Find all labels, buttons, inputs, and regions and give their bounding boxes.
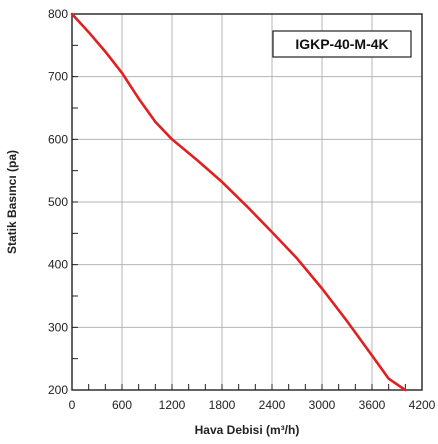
y-tick-label: 800 — [48, 7, 68, 21]
x-axis-title: Hava Debisi (m³/h) — [195, 423, 300, 437]
plot-frame — [71, 13, 423, 391]
x-tick-label: 3000 — [309, 398, 336, 412]
x-tick-labels: 0 600 1200 1800 2400 3000 3600 4200 — [69, 398, 436, 412]
x-tick-label: 1200 — [159, 398, 186, 412]
x-tick-label: 3600 — [359, 398, 386, 412]
y-tick-label: 300 — [48, 320, 68, 334]
y-tick-label: 700 — [48, 70, 68, 84]
legend-box — [272, 30, 412, 58]
grid-lines — [72, 14, 422, 390]
y-tick-label: 500 — [48, 195, 68, 209]
x-tick-label: 600 — [112, 398, 132, 412]
x-tick-label: 4200 — [409, 398, 436, 412]
series-layer — [70, 12, 407, 392]
y-tick-label: 200 — [48, 383, 68, 397]
x-tick-label: 1800 — [209, 398, 236, 412]
x-tick-label: 0 — [69, 398, 76, 412]
series-line — [70, 12, 407, 392]
legend-entry: IGKP-40-M-4K — [295, 36, 388, 52]
x-tick-label: 2400 — [259, 398, 286, 412]
minor-ticks — [71, 13, 423, 391]
y-tick-label: 400 — [48, 258, 68, 272]
legend: IGKP-40-M-4K — [272, 30, 412, 58]
y-tick-label: 600 — [48, 132, 68, 146]
y-tick-labels: 200 300 400 500 600 700 800 — [48, 7, 68, 397]
y-axis-title: Statik Basıncı (pa) — [5, 150, 19, 254]
